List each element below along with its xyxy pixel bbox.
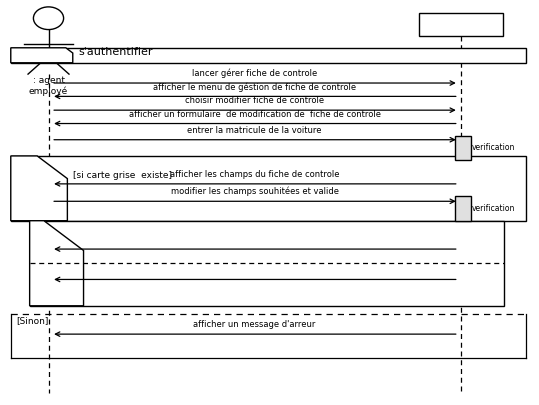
Bar [419,13,502,36]
Text: [si carte grise  existe]: [si carte grise existe] [73,171,172,180]
Bar [11,48,526,63]
Bar [455,196,471,221]
Text: afficher un message d'arreur: afficher un message d'arreur [194,320,316,329]
Text: verification: verification [472,143,515,152]
Text: choisir modifier fiche de controle: choisir modifier fiche de controle [185,96,324,105]
Text: Alt: Alt [46,254,61,264]
Text: Ref: Ref [30,49,48,60]
Text: verification: verification [472,204,515,213]
Polygon shape [30,221,84,306]
Text: [Sinon]: [Sinon] [16,316,49,325]
Polygon shape [11,156,67,221]
Text: afficher message de confirmation: afficher message de confirmation [184,266,326,275]
Bar [11,156,526,221]
Text: :système: :système [439,19,483,30]
Text: lancer gérer fiche de controle: lancer gérer fiche de controle [192,69,317,78]
Text: [sinon]: [sinon] [35,265,66,274]
Text: Alt: Alt [29,180,44,190]
Text: s'authentifier: s'authentifier [78,47,153,57]
Text: [si une erreur]: [si une erreur] [89,242,154,251]
Text: : agent
employé: : agent employé [29,76,68,96]
Bar [455,136,471,160]
Text: afficher un formulaire  de modification de  fiche de controle: afficher un formulaire de modification d… [129,110,381,119]
Text: entrer la matricule de la voiture: entrer la matricule de la voiture [188,126,322,135]
Text: afficher un message d'erreur: afficher un message d'erreur [194,235,316,244]
Text: afficher les champs du fiche de controle: afficher les champs du fiche de controle [170,170,340,179]
Polygon shape [11,48,73,63]
Text: afficher le menu de géstion de fiche de controle: afficher le menu de géstion de fiche de … [153,82,356,92]
Text: modifier les champs souhitées et valide: modifier les champs souhitées et valide [171,187,338,196]
Bar [30,221,504,306]
